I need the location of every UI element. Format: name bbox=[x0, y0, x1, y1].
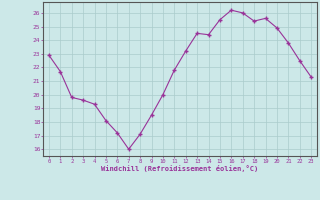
X-axis label: Windchill (Refroidissement éolien,°C): Windchill (Refroidissement éolien,°C) bbox=[101, 165, 259, 172]
